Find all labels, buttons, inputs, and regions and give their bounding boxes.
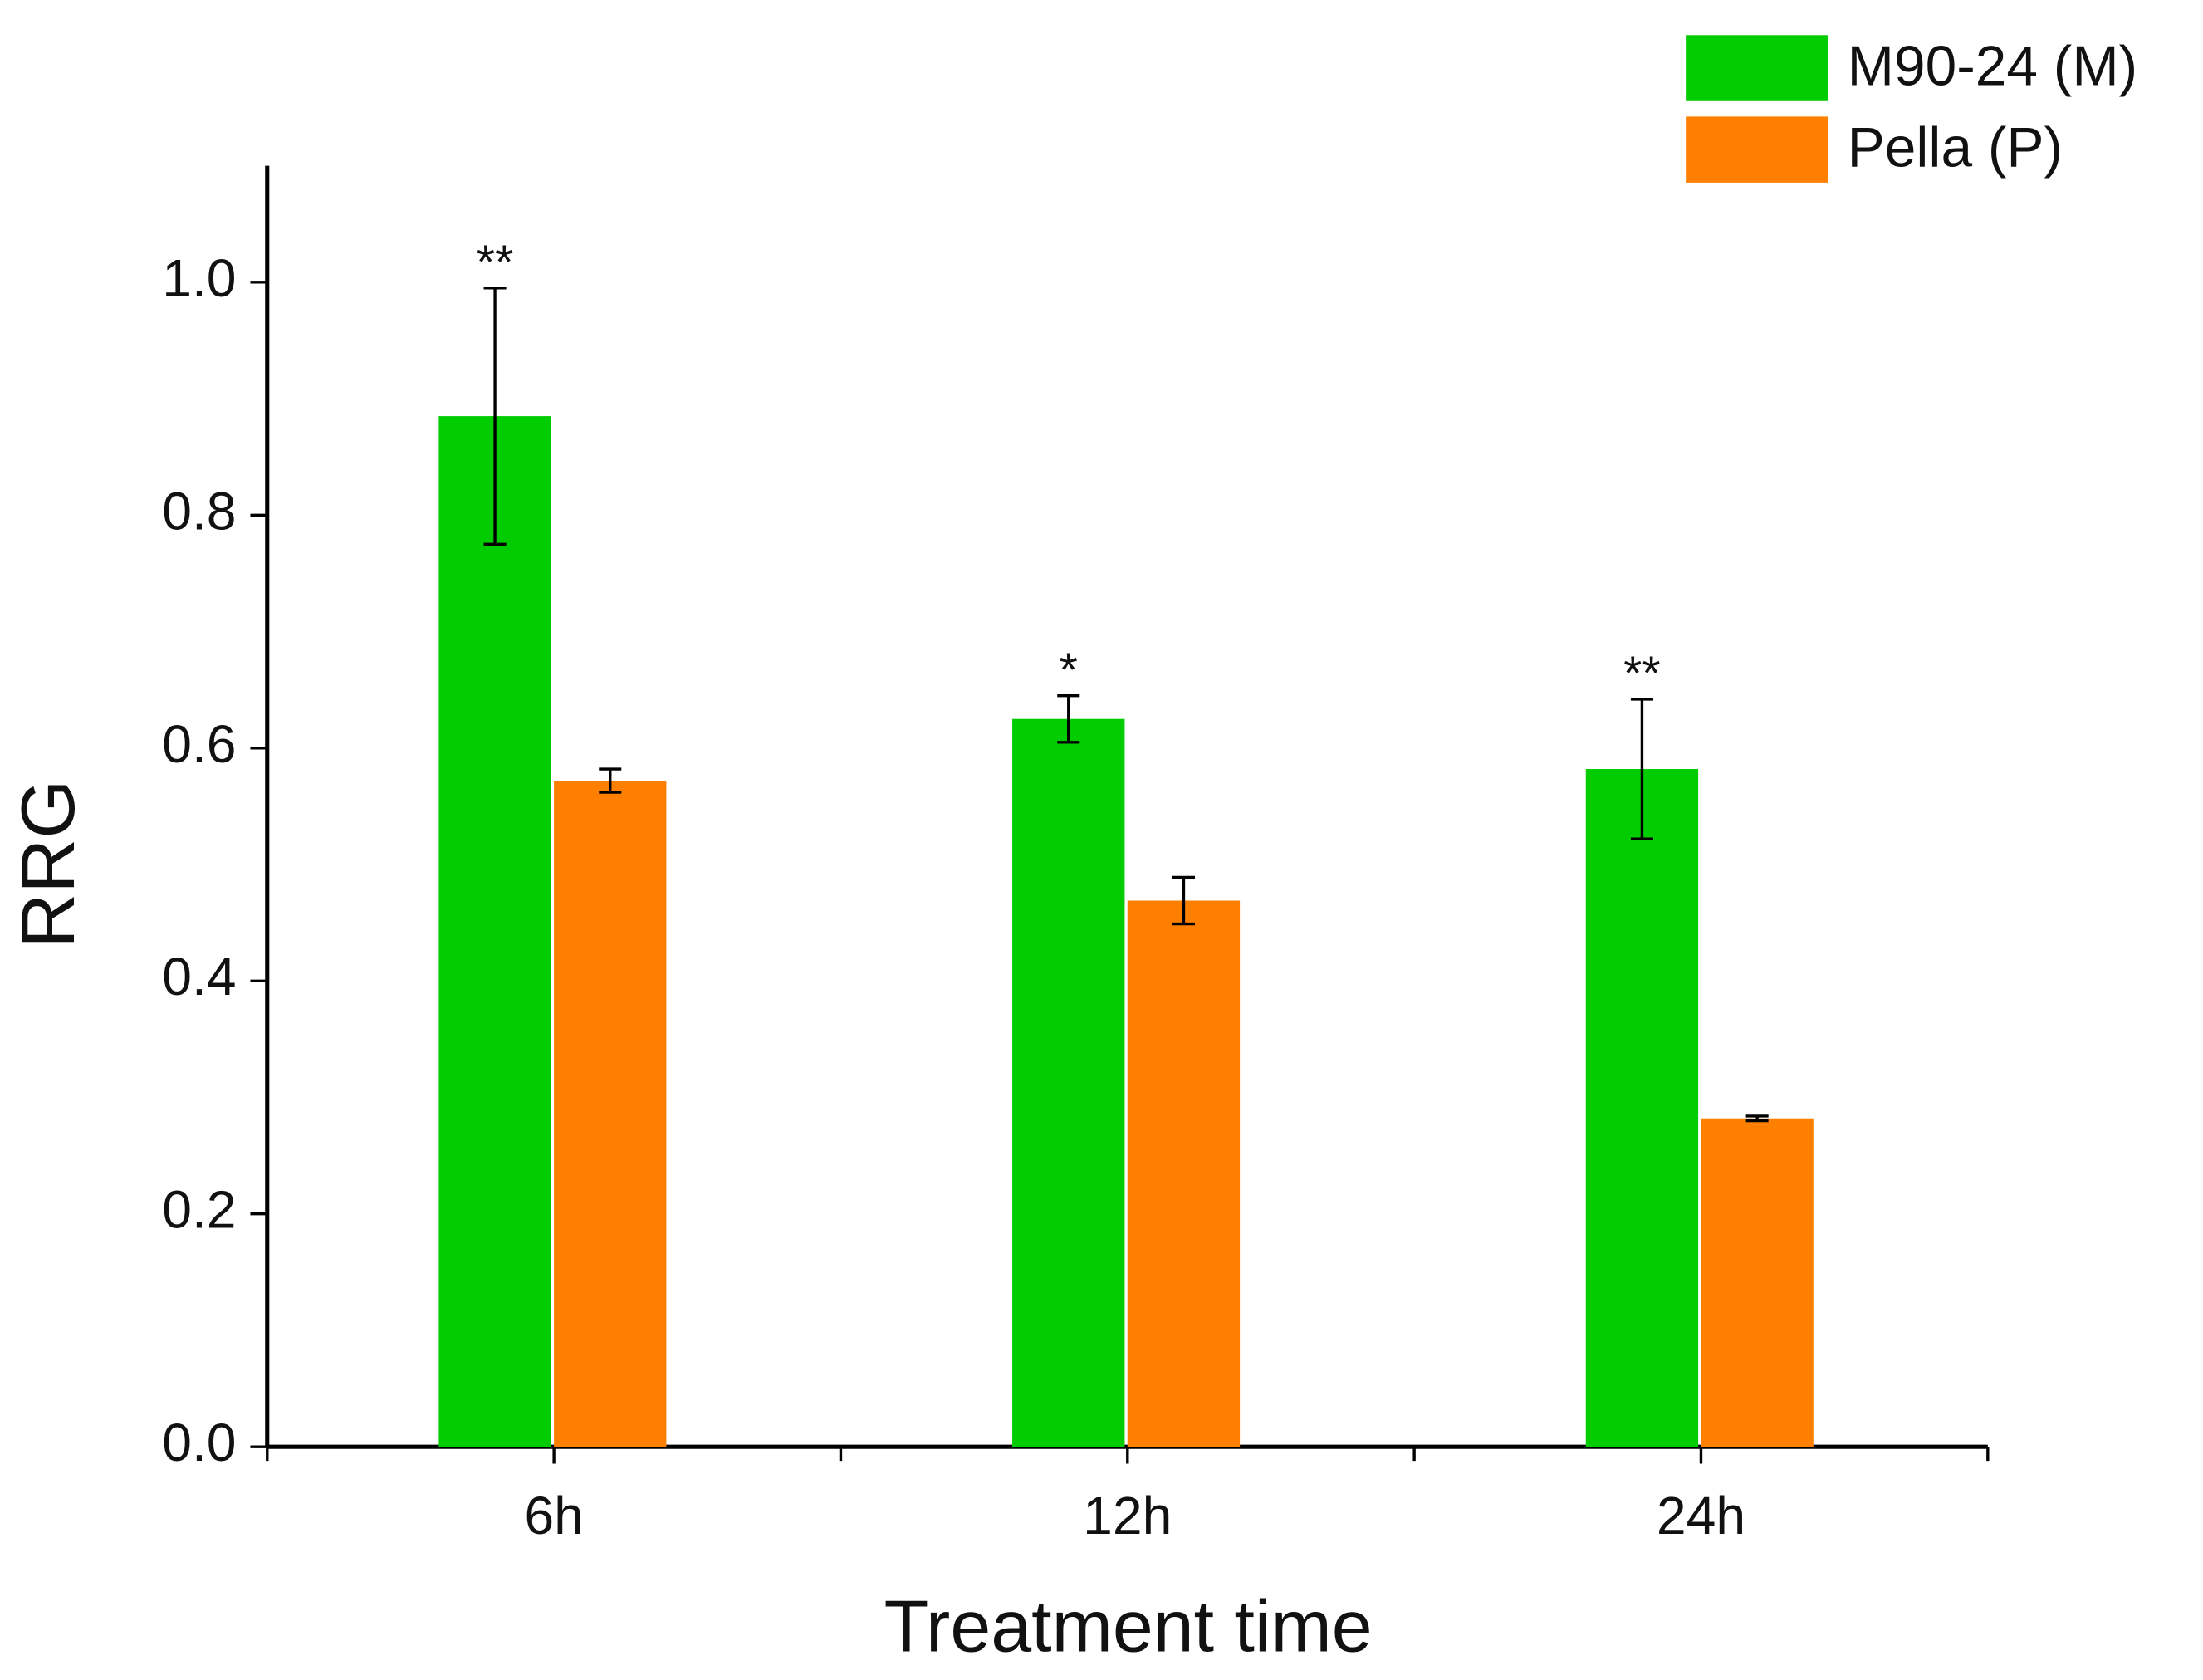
error-bar [1630, 698, 1653, 840]
y-tick-label: 0.4 [162, 947, 236, 1007]
y-tick-label: 0.8 [162, 481, 236, 541]
significance-label: ** [1623, 647, 1661, 700]
x-tick-label: 24h [1657, 1486, 1745, 1545]
error-bar [1057, 693, 1080, 744]
y-tick-label: 1.0 [162, 248, 236, 308]
significance-label: ** [477, 236, 514, 289]
bar [1127, 900, 1241, 1447]
x-axis-title: Treatment time [884, 1585, 1373, 1668]
error-bar [1745, 1114, 1769, 1123]
significance-label: * [1060, 644, 1078, 697]
error-bar [599, 767, 622, 794]
bar [1012, 718, 1125, 1447]
error-bar [1172, 875, 1195, 926]
legend-label: M90-24 (M) [1848, 35, 2138, 97]
legend-label: Pella (P) [1848, 117, 2063, 179]
y-tick-label: 0.0 [162, 1413, 236, 1472]
y-tick-label: 0.2 [162, 1180, 236, 1240]
error-bar [483, 287, 507, 546]
bar [1585, 769, 1699, 1447]
x-tick-label: 12h [1083, 1486, 1172, 1545]
y-axis-title: RRG [6, 780, 91, 948]
bar [438, 416, 551, 1447]
legend-swatch [1686, 116, 1828, 183]
y-tick-label: 0.6 [162, 714, 236, 774]
bar [1701, 1118, 1814, 1447]
bar [554, 781, 667, 1447]
legend-swatch [1686, 35, 1828, 101]
x-tick-label: 6h [524, 1486, 583, 1545]
